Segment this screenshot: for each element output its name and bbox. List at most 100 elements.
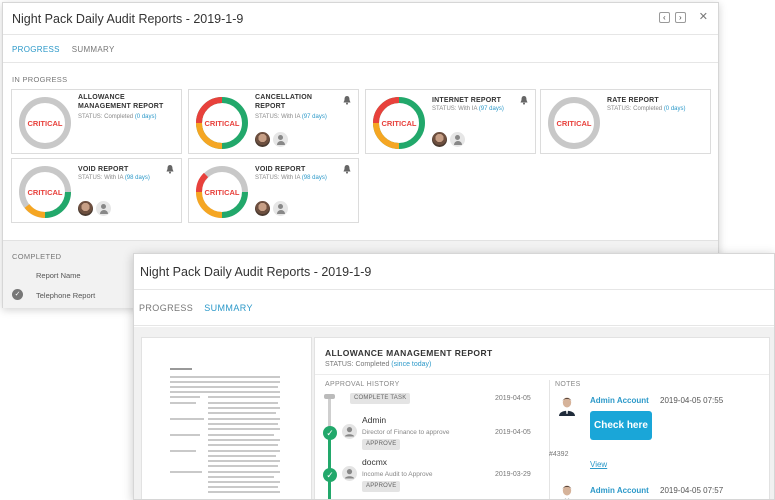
card-title: VOID REPORT <box>78 166 129 173</box>
check-icon: ✓ <box>12 289 23 300</box>
card-status: STATUS: Completed (0 days) <box>78 114 157 120</box>
check-icon: ✓ <box>323 468 337 482</box>
avatar <box>559 397 575 416</box>
user-icon[interactable] <box>96 201 111 216</box>
assignee-avatars <box>255 132 288 147</box>
report-name-column-header[interactable]: Report Name <box>36 271 81 280</box>
document-thumbnail[interactable] <box>168 366 286 499</box>
note-timestamp: 2019-04-05 07:57 <box>660 486 724 495</box>
card-status: STATUS: Completed (0 days) <box>607 106 686 112</box>
card-status: STATUS: With IA (97 days) <box>432 106 504 112</box>
report-card-internet[interactable]: CRITICAL INTERNET REPORT STATUS: With IA… <box>365 89 536 154</box>
approver-name: docmx <box>362 457 388 467</box>
progress-donut: CRITICAL <box>548 97 600 149</box>
report-card-void-2[interactable]: CRITICAL VOID REPORT STATUS: With IA (98… <box>188 158 359 223</box>
tab-bar: PROGRESS SUMMARY <box>3 37 718 63</box>
progress-window: Night Pack Daily Audit Reports - 2019-1-… <box>2 2 719 308</box>
user-icon[interactable] <box>450 132 465 147</box>
summary-body: ALLOWANCE MANAGEMENT REPORT STATUS: Comp… <box>134 327 774 499</box>
card-title: INTERNET REPORT <box>432 97 502 104</box>
window-controls: ‹ › ✕ <box>658 11 708 23</box>
assignee-avatars <box>78 201 111 216</box>
note-id: #4392 <box>549 451 569 458</box>
divider <box>549 380 550 499</box>
critical-label: CRITICAL <box>382 119 417 128</box>
chevron-right-icon[interactable]: › <box>674 12 686 23</box>
tab-bar: PROGRESS SUMMARY <box>134 290 774 326</box>
close-icon[interactable]: ✕ <box>698 11 708 23</box>
critical-label: CRITICAL <box>28 119 63 128</box>
note-author[interactable]: Admin Account <box>590 486 649 495</box>
critical-label: CRITICAL <box>205 119 240 128</box>
document-preview-panel[interactable] <box>141 337 312 499</box>
progress-donut: CRITICAL <box>19 166 71 218</box>
critical-label: CRITICAL <box>28 188 63 197</box>
user-icon <box>342 466 357 481</box>
card-title: ALLOWANCE MANAGEMENT REPORT <box>78 94 164 110</box>
approver-role: Income Audit to Approve <box>362 471 433 478</box>
user-icon[interactable] <box>273 132 288 147</box>
tab-summary[interactable]: SUMMARY <box>71 45 115 54</box>
avatar[interactable] <box>78 201 93 216</box>
notes-heading: NOTES <box>555 381 581 388</box>
avatar[interactable] <box>255 132 270 147</box>
report-card-void[interactable]: CRITICAL VOID REPORT STATUS: With IA (98… <box>11 158 182 223</box>
user-icon[interactable] <box>273 201 288 216</box>
in-progress-heading: IN PROGRESS <box>12 75 68 84</box>
window-header: Night Pack Daily Audit Reports - 2019-1-… <box>134 254 774 290</box>
card-title: RATE REPORT <box>607 97 659 104</box>
approval-history-heading: APPROVAL HISTORY <box>325 381 400 388</box>
summary-window: Night Pack Daily Audit Reports - 2019-1-… <box>133 253 775 500</box>
approve-badge: APPROVE <box>362 439 401 450</box>
bell-icon[interactable] <box>165 164 175 174</box>
progress-donut: CRITICAL <box>19 97 71 149</box>
tab-summary[interactable]: SUMMARY <box>204 302 253 313</box>
avatar[interactable] <box>432 132 447 147</box>
card-status: STATUS: With IA (98 days) <box>78 175 150 181</box>
progress-donut: CRITICAL <box>196 166 248 218</box>
window-title: Night Pack Daily Audit Reports - 2019-1-… <box>140 264 372 279</box>
approver-name: Admin <box>362 415 387 425</box>
note-author[interactable]: Admin Account <box>590 396 649 405</box>
report-title: ALLOWANCE MANAGEMENT REPORT <box>325 348 493 358</box>
complete-task-badge: COMPLETE TASK <box>350 393 411 404</box>
report-status: STATUS: Completed (since today) <box>325 361 432 368</box>
card-title: CANCELLATION REPORT <box>255 94 313 110</box>
tab-progress[interactable]: PROGRESS <box>139 302 194 313</box>
history-date: 2019-04-05 <box>495 395 531 402</box>
report-card-rate[interactable]: CRITICAL RATE REPORT STATUS: Completed (… <box>540 89 711 154</box>
view-link[interactable]: View <box>590 460 608 469</box>
chevron-left-icon[interactable]: ‹ <box>658 12 670 23</box>
critical-label: CRITICAL <box>205 188 240 197</box>
report-detail-panel: ALLOWANCE MANAGEMENT REPORT STATUS: Comp… <box>314 337 770 499</box>
timeline-progress <box>328 428 331 499</box>
history-date: 2019-03-29 <box>495 471 531 478</box>
progress-donut: CRITICAL <box>373 97 425 149</box>
card-title: VOID REPORT <box>255 166 306 173</box>
card-status: STATUS: With IA (97 days) <box>255 114 327 120</box>
window-title: Night Pack Daily Audit Reports - 2019-1-… <box>12 11 244 26</box>
note-timestamp: 2019-04-05 07:55 <box>660 396 724 405</box>
user-icon <box>342 424 357 439</box>
window-header: Night Pack Daily Audit Reports - 2019-1-… <box>3 3 718 35</box>
report-card-allowance[interactable]: CRITICAL ALLOWANCE MANAGEMENT REPORT STA… <box>11 89 182 154</box>
completed-heading: COMPLETED <box>12 252 62 261</box>
card-status: STATUS: With IA (98 days) <box>255 175 327 181</box>
approver-role: Director of Finance to approve <box>362 429 450 436</box>
approve-badge: APPROVE <box>362 481 401 492</box>
timeline-start <box>324 394 335 399</box>
bell-icon[interactable] <box>342 95 352 105</box>
report-card-cancellation[interactable]: CRITICAL CANCELLATION REPORT STATUS: Wit… <box>188 89 359 154</box>
assignee-avatars <box>255 201 288 216</box>
tab-progress[interactable]: PROGRESS <box>12 45 60 54</box>
check-here-button[interactable]: Check here <box>590 411 652 440</box>
completed-report-name[interactable]: Telephone Report <box>36 291 96 300</box>
avatar[interactable] <box>255 201 270 216</box>
bell-icon[interactable] <box>519 95 529 105</box>
history-date: 2019-04-05 <box>495 429 531 436</box>
critical-label: CRITICAL <box>557 119 592 128</box>
assignee-avatars <box>432 132 465 147</box>
bell-icon[interactable] <box>342 164 352 174</box>
avatar <box>562 485 572 499</box>
progress-donut: CRITICAL <box>196 97 248 149</box>
